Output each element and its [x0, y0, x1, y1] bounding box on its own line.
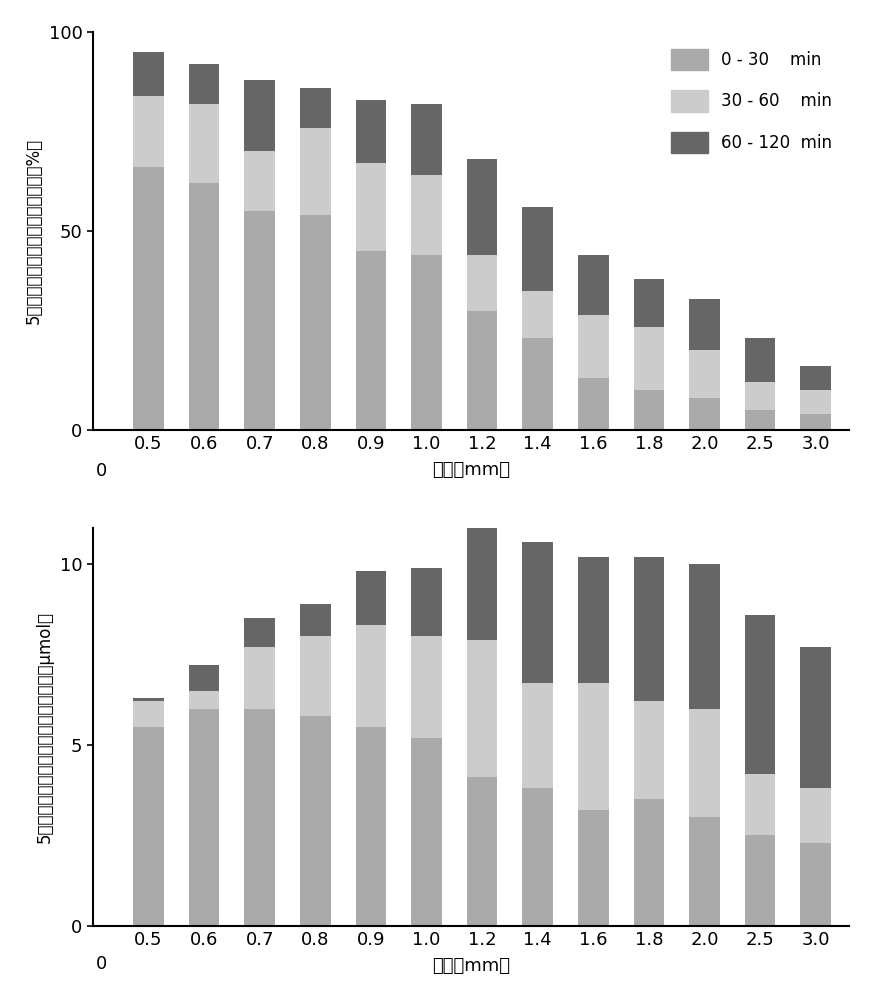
Bar — [411, 104, 441, 175]
Bar — [745, 382, 775, 410]
Bar — [133, 96, 163, 167]
Bar — [356, 251, 386, 430]
Bar — [578, 557, 608, 683]
Bar — [300, 128, 330, 215]
Bar — [300, 716, 330, 926]
Bar — [690, 817, 719, 926]
Bar — [245, 709, 275, 926]
X-axis label: 厚度（mm）: 厚度（mm） — [432, 461, 510, 479]
Bar — [690, 299, 719, 350]
Bar — [745, 615, 775, 774]
Bar — [189, 665, 219, 691]
Bar — [523, 683, 553, 788]
Bar — [578, 255, 608, 315]
Bar — [189, 64, 219, 104]
Bar — [745, 410, 775, 430]
Bar — [745, 774, 775, 835]
Bar — [523, 788, 553, 926]
Bar — [467, 159, 497, 255]
Text: 0: 0 — [95, 462, 107, 480]
Bar — [801, 788, 831, 843]
Bar — [411, 255, 441, 430]
Bar — [690, 709, 719, 817]
Bar — [634, 557, 664, 701]
Bar — [411, 738, 441, 926]
Bar — [133, 52, 163, 96]
Text: 0: 0 — [95, 955, 107, 973]
Bar — [189, 183, 219, 430]
Bar — [356, 163, 386, 251]
Bar — [634, 390, 664, 430]
Bar — [300, 215, 330, 430]
Bar — [356, 571, 386, 625]
Bar — [578, 315, 608, 378]
Bar — [578, 810, 608, 926]
Bar — [578, 378, 608, 430]
Bar — [356, 625, 386, 727]
Bar — [300, 88, 330, 128]
Bar — [634, 279, 664, 327]
Bar — [245, 80, 275, 151]
Bar — [801, 843, 831, 926]
Bar — [356, 100, 386, 163]
Bar — [133, 698, 163, 701]
Bar — [578, 683, 608, 810]
Bar — [523, 542, 553, 683]
Bar — [801, 647, 831, 788]
Bar — [189, 104, 219, 183]
Bar — [245, 618, 275, 647]
Bar — [300, 604, 330, 636]
Bar — [245, 211, 275, 430]
Bar — [523, 338, 553, 430]
Bar — [467, 311, 497, 430]
Bar — [801, 414, 831, 430]
Bar — [634, 701, 664, 799]
Bar — [523, 291, 553, 338]
Bar — [133, 167, 163, 430]
Bar — [801, 390, 831, 414]
Bar — [690, 564, 719, 709]
Y-axis label: 5－氨基锐戊酸扩散至组织内物质的量（μmol）: 5－氨基锐戊酸扩散至组织内物质的量（μmol） — [36, 611, 54, 843]
Bar — [411, 568, 441, 636]
Bar — [245, 151, 275, 211]
Bar — [411, 636, 441, 738]
Bar — [745, 338, 775, 382]
Bar — [189, 709, 219, 926]
Bar — [467, 524, 497, 640]
Bar — [634, 327, 664, 390]
Bar — [467, 777, 497, 926]
Bar — [245, 647, 275, 709]
Bar — [133, 701, 163, 727]
Bar — [634, 799, 664, 926]
Bar — [801, 366, 831, 390]
Legend: 0 - 30    min, 30 - 60    min, 60 - 120  min: 0 - 30 min, 30 - 60 min, 60 - 120 min — [663, 40, 841, 161]
Bar — [467, 640, 497, 777]
Bar — [133, 727, 163, 926]
Bar — [467, 255, 497, 311]
X-axis label: 厚度（mm）: 厚度（mm） — [432, 957, 510, 975]
Bar — [356, 727, 386, 926]
Bar — [690, 398, 719, 430]
Bar — [411, 175, 441, 255]
Y-axis label: 5－氨基锐戊酸扩散至组织内比例（%）: 5－氨基锐戊酸扩散至组织内比例（%） — [25, 138, 43, 324]
Bar — [523, 207, 553, 291]
Bar — [189, 691, 219, 709]
Bar — [690, 350, 719, 398]
Bar — [745, 835, 775, 926]
Bar — [300, 636, 330, 716]
